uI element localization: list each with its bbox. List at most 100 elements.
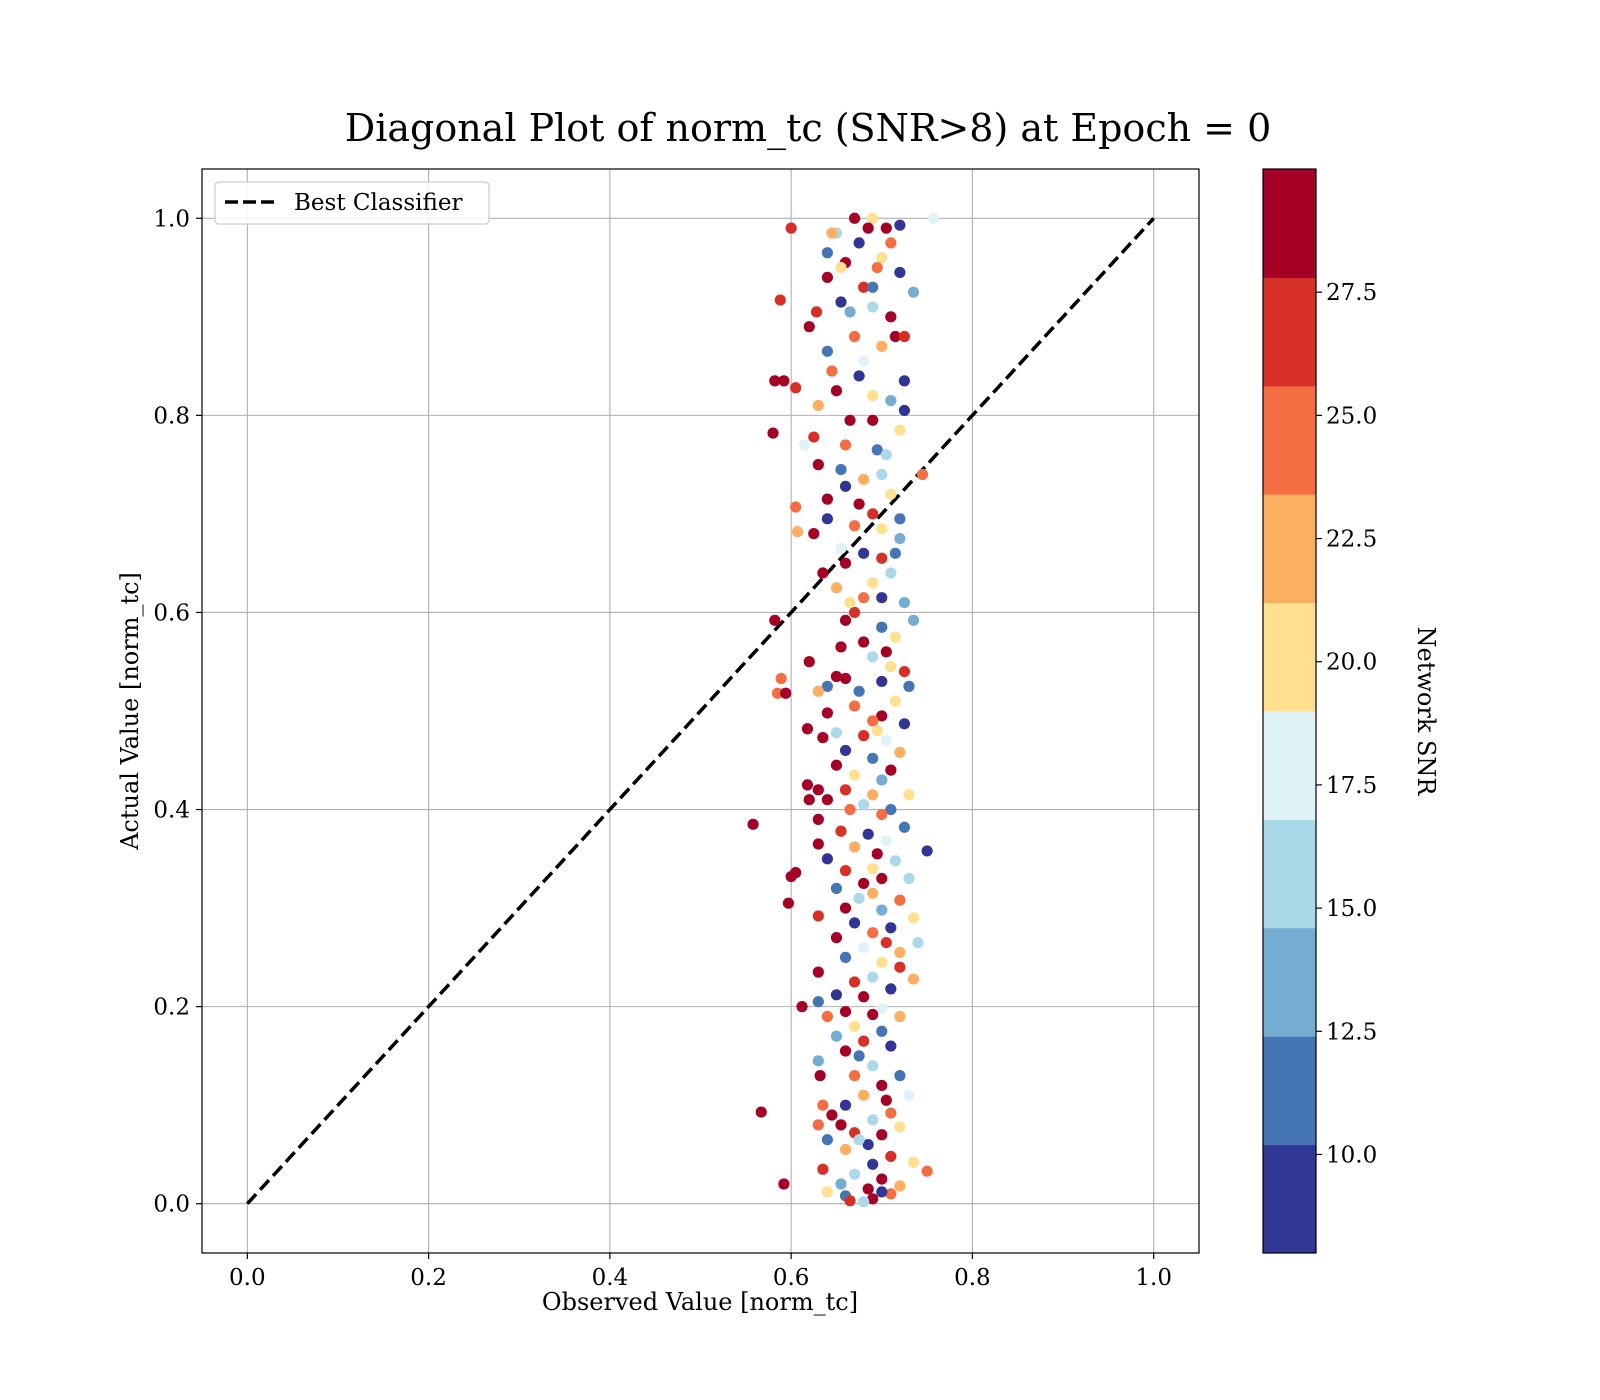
scatter-point: [898, 404, 911, 417]
scatter-point: [812, 838, 824, 850]
scatter-points: [747, 212, 940, 1208]
scatter-point: [812, 910, 824, 922]
scatter-point: [830, 385, 843, 397]
scatter-point: [903, 1089, 915, 1101]
scatter-point: [853, 1050, 865, 1062]
x-axis-ticks: 0.0 0.2 0.4 0.6 0.8 1.0: [229, 1253, 1172, 1291]
scatter-point: [853, 1134, 865, 1146]
colorbar-segment: [1263, 385, 1316, 495]
scatter-point: [898, 718, 911, 730]
scatter-point: [812, 399, 824, 412]
scatter-point: [858, 1196, 870, 1208]
scatter-point: [867, 390, 879, 402]
scatter-point: [780, 687, 792, 699]
x-tick-label: 0.4: [592, 1265, 629, 1291]
scatter-point: [880, 936, 892, 949]
scatter-point: [830, 759, 843, 771]
scatter-point: [803, 321, 815, 333]
colorbar-segment: [1263, 169, 1316, 278]
scatter-point: [876, 552, 888, 564]
scatter-point: [889, 330, 901, 343]
scatter-point: [839, 865, 852, 877]
scatter-point: [907, 973, 920, 985]
scatter-point: [885, 1040, 897, 1052]
scatter-point: [747, 818, 759, 830]
scatter-point: [812, 1055, 824, 1067]
colorbar-tick-label: 10.0: [1326, 1142, 1377, 1168]
scatter-point: [903, 789, 915, 801]
scatter-point: [876, 523, 888, 535]
scatter-point: [876, 808, 888, 821]
scatter-point: [921, 845, 933, 857]
scatter-point: [791, 526, 804, 538]
scatter-point: [876, 956, 888, 968]
scatter-point: [885, 394, 897, 407]
scatter-point: [867, 863, 879, 875]
scatter-point: [839, 672, 852, 685]
scatter-point: [799, 439, 811, 451]
scatter-point: [871, 848, 883, 860]
scatter-point: [876, 1079, 888, 1092]
scatter-point: [830, 670, 843, 683]
scatter-point: [876, 252, 888, 264]
scatter-point: [858, 281, 870, 293]
scatter-point: [844, 414, 856, 426]
scatter-point: [867, 715, 879, 727]
scatter-point: [889, 631, 901, 643]
scatter-point: [885, 1150, 897, 1163]
scatter-point: [778, 1178, 790, 1190]
y-tick-label: 0.2: [153, 995, 190, 1021]
scatter-point: [830, 582, 843, 594]
scatter-point: [867, 752, 879, 764]
scatter-point: [812, 966, 824, 978]
scatter-point: [848, 212, 861, 224]
scatter-point: [790, 382, 802, 394]
scatter-point: [767, 427, 779, 439]
scatter-point: [848, 769, 861, 781]
scatter-point: [858, 355, 870, 367]
scatter-point: [839, 1143, 852, 1156]
scatter-point: [844, 597, 856, 609]
scatter-point: [894, 961, 906, 973]
scatter-point: [885, 567, 897, 579]
scatter-point: [848, 520, 861, 532]
scatter-point: [894, 894, 906, 906]
colorbar-tick-label: 27.5: [1326, 280, 1377, 306]
scatter-point: [785, 222, 797, 234]
scatter-point: [858, 877, 870, 890]
colorbar-segment: [1263, 1036, 1316, 1146]
scatter-point: [858, 941, 870, 954]
colorbar-tick-label: 22.5: [1326, 527, 1377, 553]
scatter-point: [853, 237, 865, 249]
scatter-point: [848, 917, 861, 929]
chart-title: Diagonal Plot of norm_tc (SNR>8) at Epoc…: [345, 106, 1272, 151]
scatter-point: [898, 375, 911, 387]
scatter-point: [801, 779, 814, 791]
scatter-point: [848, 1020, 861, 1032]
scatter-point: [839, 439, 852, 451]
scatter-point: [858, 592, 870, 604]
scatter-point: [821, 853, 833, 865]
scatter-point: [867, 1008, 879, 1021]
scatter-point: [876, 592, 888, 604]
x-tick-label: 0.8: [954, 1265, 991, 1291]
scatter-point: [862, 1139, 874, 1151]
scatter-point: [790, 867, 802, 879]
scatter-point: [835, 261, 847, 274]
scatter-point: [817, 567, 829, 579]
scatter-point: [858, 730, 870, 742]
scatter-point: [839, 614, 852, 626]
scatter-point: [876, 1025, 888, 1037]
scatter-point: [876, 1186, 888, 1198]
scatter-point: [907, 912, 920, 924]
scatter-point: [844, 1195, 856, 1207]
scatter-point: [889, 547, 901, 559]
scatter-point: [894, 513, 906, 525]
scatter-point: [858, 991, 870, 1003]
scatter-point: [876, 904, 888, 916]
scatter-point: [885, 1188, 897, 1200]
best-classifier-dashed-line: [246, 217, 1155, 1205]
scatter-point: [835, 1178, 847, 1190]
scatter-point: [821, 1010, 833, 1023]
scatter-point: [876, 340, 888, 352]
